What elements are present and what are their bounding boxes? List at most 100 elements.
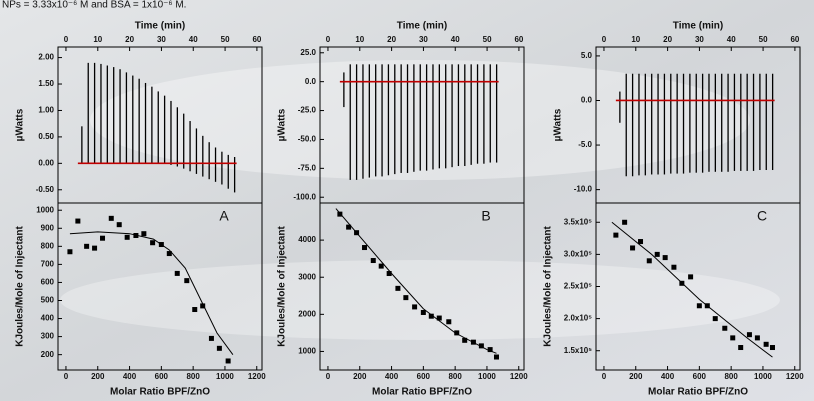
data-point [420, 309, 426, 315]
glass-reflection [60, 260, 780, 340]
data-point [92, 245, 98, 251]
y-tick-label: 1.50 [38, 79, 54, 88]
y-tick-label: 4000 [298, 235, 316, 244]
y-tick-label: 700 [41, 259, 55, 268]
data-point [67, 249, 73, 255]
x-tick-label: 800 [724, 372, 738, 381]
x-tick-label: 600 [693, 372, 707, 381]
x-tick-label: 20 [125, 35, 134, 44]
data-point [722, 325, 728, 331]
x-tick-label: 40 [727, 35, 736, 44]
x-tick-label: 30 [695, 35, 704, 44]
y-tick-label: 1.5x10⁵ [564, 346, 592, 355]
data-point [428, 313, 434, 319]
data-point [386, 271, 392, 277]
x-tick-label: 600 [417, 372, 431, 381]
data-point [116, 222, 122, 228]
data-point [436, 315, 442, 321]
y-axis-title: KJoules/Mole of Injectant [543, 226, 554, 347]
y-tick-label: 5.0 [581, 51, 593, 60]
data-point [487, 347, 493, 353]
data-point [754, 335, 760, 341]
x-axis-title: Time (min) [397, 21, 447, 32]
x-tick-label: 0 [326, 35, 331, 44]
data-point [470, 339, 476, 345]
x-tick-label: 10 [93, 35, 102, 44]
x-tick-label: 50 [483, 35, 492, 44]
y-axis-title: µWatts [553, 108, 564, 141]
y-tick-label: 600 [41, 278, 55, 287]
x-axis-title: Time (min) [673, 21, 723, 32]
data-point [200, 303, 206, 309]
panel-letter: B [481, 208, 490, 224]
x-tick-label: 60 [252, 35, 261, 44]
data-point [662, 255, 668, 261]
data-point [158, 242, 164, 248]
x-tick-label: 1200 [248, 372, 266, 381]
data-point [738, 345, 744, 351]
x-tick-label: 1200 [510, 372, 528, 381]
y-tick-label: -25.0 [298, 106, 317, 115]
data-point [395, 285, 401, 291]
y-tick-label: -100.0 [293, 192, 316, 201]
y-tick-label: 1.00 [38, 106, 54, 115]
x-tick-label: 40 [451, 35, 460, 44]
x-tick-label: 400 [661, 372, 675, 381]
panel-letter: A [219, 208, 229, 224]
x-tick-label: 20 [663, 35, 672, 44]
y-tick-label: 3.5x10⁵ [564, 217, 592, 226]
data-point [730, 335, 736, 341]
data-point [150, 240, 156, 246]
x-tick-label: 0 [326, 372, 331, 381]
data-point [133, 232, 139, 238]
y-tick-label: 2.0x10⁵ [564, 314, 592, 323]
x-tick-label: 50 [759, 35, 768, 44]
data-point [166, 251, 172, 257]
x-tick-label: 1000 [216, 372, 234, 381]
x-tick-label: 1200 [786, 372, 804, 381]
data-point [370, 258, 376, 264]
data-point [108, 215, 114, 221]
y-tick-label: 25.0 [300, 48, 316, 57]
x-tick-label: 0 [64, 35, 69, 44]
data-point [446, 319, 452, 325]
data-point [454, 330, 460, 336]
y-tick-label: 1000 [36, 205, 54, 214]
x-tick-label: 10 [355, 35, 364, 44]
data-point [84, 243, 90, 249]
x-tick-label: 200 [629, 372, 643, 381]
data-point [763, 341, 769, 347]
data-point [412, 304, 418, 310]
y-tick-label: 400 [41, 314, 55, 323]
y-tick-label: -5.0 [578, 140, 592, 149]
data-point [654, 251, 660, 257]
data-point [622, 219, 628, 225]
data-point [671, 264, 677, 270]
y-tick-label: 500 [41, 296, 55, 305]
y-tick-label: 1000 [298, 347, 316, 356]
x-tick-label: 400 [123, 372, 137, 381]
data-point [704, 303, 710, 309]
data-point [354, 230, 360, 236]
x-tick-label: 50 [221, 35, 230, 44]
x-tick-label: 0 [602, 35, 607, 44]
data-point [478, 343, 484, 349]
y-tick-label: 2000 [298, 309, 316, 318]
y-tick-label: -10.0 [574, 185, 593, 194]
y-axis-title: µWatts [15, 108, 26, 141]
x-tick-label: 1000 [478, 372, 496, 381]
plot-frame [57, 202, 263, 371]
data-point [712, 316, 718, 322]
x-axis-title: Molar Ratio BPF/ZnO [648, 387, 748, 398]
data-point [378, 263, 384, 269]
data-point [225, 358, 231, 364]
fit-curve [335, 208, 497, 354]
y-tick-label: 0.00 [38, 158, 54, 167]
x-tick-label: 0 [602, 372, 607, 381]
x-tick-label: 200 [91, 372, 105, 381]
x-tick-label: 30 [157, 35, 166, 44]
x-axis-title: Molar Ratio BPF/ZnO [110, 387, 210, 398]
x-tick-label: 0 [64, 372, 69, 381]
y-tick-label: 0.0 [305, 77, 317, 86]
